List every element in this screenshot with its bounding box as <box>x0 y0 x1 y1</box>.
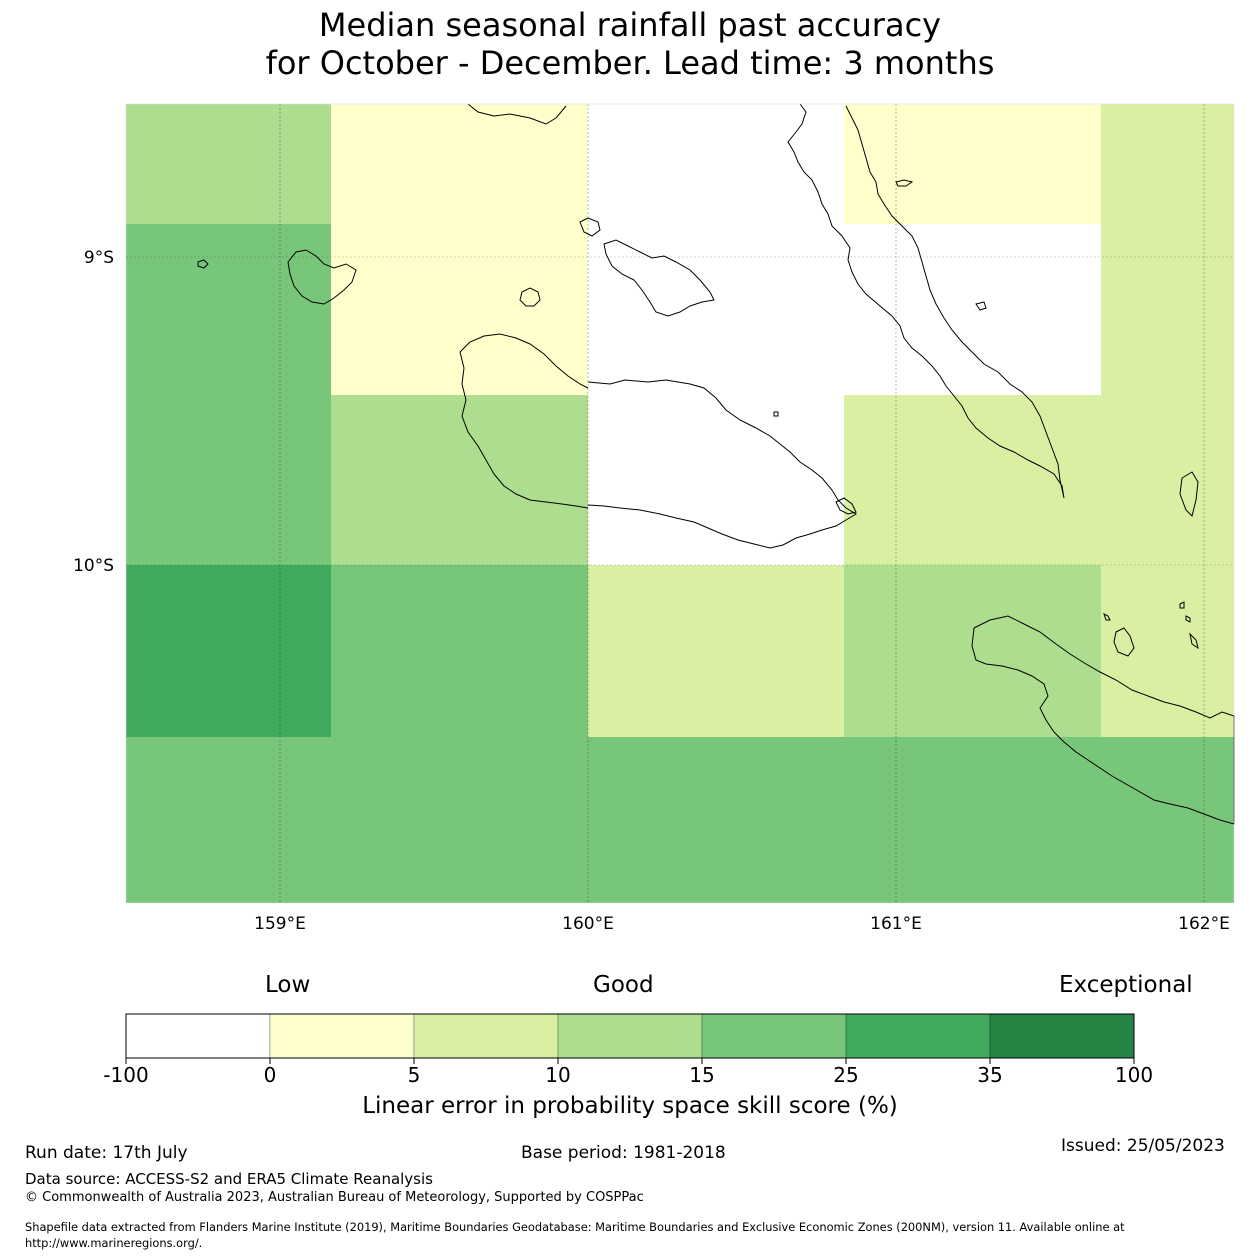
skill-cell <box>844 565 1101 737</box>
skill-cell <box>1101 565 1234 737</box>
skill-cell <box>126 565 331 737</box>
skill-cell <box>126 224 331 395</box>
coastline-island-northcentral <box>467 103 567 125</box>
skill-cell <box>588 737 844 903</box>
shapefile-credit-line-1: Shapefile data extracted from Flanders M… <box>25 1220 1125 1234</box>
legend-tick-label: 5 <box>408 1063 421 1087</box>
legend-border <box>125 1013 1135 1059</box>
legend-swatch <box>557 1013 703 1059</box>
issued-date: Issued: 25/05/2023 <box>1061 1136 1225 1156</box>
coastline-santa-isabel-south <box>459 351 589 509</box>
skill-cell <box>126 395 331 565</box>
coastline-florida-islands <box>603 239 715 317</box>
skill-cell <box>331 395 588 565</box>
skill-cell <box>844 104 1101 224</box>
longitude-labels: 159°E 160°E 161°E 162°E <box>254 914 1230 934</box>
coastline-island-west <box>197 259 209 269</box>
coastline-makira <box>971 615 1235 825</box>
skill-cell <box>1101 395 1234 565</box>
skill-cell <box>1101 737 1234 903</box>
coastline-island-small-b <box>1185 615 1191 623</box>
skill-cell <box>126 737 331 903</box>
coastline-malaita <box>787 103 1065 499</box>
chart-title: Median seasonal rainfall past accuracy f… <box>0 6 1260 82</box>
legend-tick-label: 100 <box>1115 1063 1153 1087</box>
legend-tick-labels: -100 0 5 10 15 25 35 100 <box>103 1058 1153 1087</box>
skill-cell <box>588 565 844 737</box>
coastline-guadalcanal <box>587 379 857 549</box>
legend-tick-label: -100 <box>103 1063 148 1087</box>
coastline-island-small-a <box>1179 601 1185 609</box>
legend-swatch <box>269 1013 415 1059</box>
longitude-tick-label: 160°E <box>562 914 614 934</box>
coastline-island-ulawa <box>1179 471 1199 517</box>
coastline-russell-islands <box>287 249 357 305</box>
skill-cell <box>331 224 588 395</box>
legend-tick-label: 25 <box>833 1063 858 1087</box>
skill-cell <box>588 104 844 224</box>
map-frame <box>125 103 1235 904</box>
latitude-tick-label: 9°S <box>84 248 114 268</box>
legend-swatch <box>413 1013 559 1059</box>
skill-cell <box>844 395 1101 565</box>
legend-tick-label: 0 <box>264 1063 277 1087</box>
skill-cell <box>126 104 331 224</box>
coastlines <box>197 103 1235 825</box>
latitude-tick-label: 10°S <box>73 556 114 576</box>
legend-axis-label: Linear error in probability space skill … <box>362 1093 898 1119</box>
copyright: © Commonwealth of Australia 2023, Austra… <box>25 1190 644 1205</box>
run-date: Run date: 17th July <box>25 1143 188 1163</box>
legend-swatch <box>125 1013 271 1059</box>
coastline-santa-isabel <box>459 333 589 389</box>
latitude-labels: 9°S 10°S <box>73 248 114 576</box>
coastline-island-uki <box>1113 627 1135 657</box>
coastline-island-malaupaina <box>1103 613 1111 621</box>
legend-tick-label: 15 <box>689 1063 714 1087</box>
legend-swatch <box>989 1013 1135 1059</box>
graticule <box>126 104 1234 903</box>
skill-grid <box>126 104 1234 903</box>
legend-tick-label: 35 <box>977 1063 1002 1087</box>
longitude-tick-label: 161°E <box>870 914 922 934</box>
shapefile-credit-line-2: http://www.marineregions.org/. <box>25 1236 203 1250</box>
coastline-island-small-d <box>895 179 914 187</box>
skill-cell <box>588 395 844 565</box>
legend-category-low: Low <box>265 972 311 998</box>
base-period: Base period: 1981-2018 <box>521 1143 726 1163</box>
skill-cell <box>331 565 588 737</box>
legend-colorbar <box>125 1013 1135 1059</box>
coastline-island-small-c <box>1189 632 1199 650</box>
coastline-island-small-e <box>773 411 779 417</box>
skill-cell <box>844 737 1101 903</box>
legend-category-exceptional: Exceptional <box>1059 972 1193 998</box>
skill-cell <box>1101 224 1234 395</box>
skill-cell <box>331 737 588 903</box>
coastline-savo <box>519 287 541 307</box>
title-line-1: Median seasonal rainfall past accuracy <box>318 6 942 44</box>
coastline-island-small-g <box>975 301 987 311</box>
legend-swatch <box>845 1013 991 1059</box>
data-source: Data source: ACCESS-S2 and ERA5 Climate … <box>25 1170 433 1188</box>
longitude-tick-label: 159°E <box>254 914 306 934</box>
skill-cell <box>1101 104 1234 224</box>
title-line-2: for October - December. Lead time: 3 mon… <box>265 44 995 82</box>
skill-cell <box>588 224 844 395</box>
skill-cell <box>844 224 1101 395</box>
longitude-tick-label: 162°E <box>1178 914 1230 934</box>
legend-swatch <box>701 1013 847 1059</box>
coastline-island-small-f <box>835 497 857 515</box>
legend-tick-label: 10 <box>545 1063 570 1087</box>
coastline-island-northwest <box>579 217 601 237</box>
legend-category-good: Good <box>593 972 654 998</box>
